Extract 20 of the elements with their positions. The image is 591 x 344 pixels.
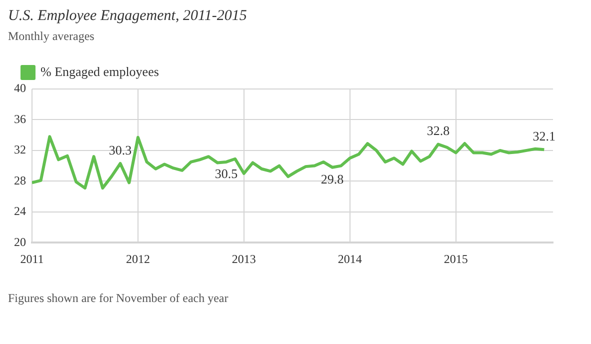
data-label: 30.5 bbox=[214, 166, 238, 181]
chart-title: U.S. Employee Engagement, 2011-2015 bbox=[8, 8, 248, 25]
x-tick-label: 2012 bbox=[126, 252, 150, 266]
data-label: 30.3 bbox=[108, 142, 132, 158]
legend-label: % Engaged employees bbox=[40, 64, 159, 79]
data-label: 29.8 bbox=[320, 171, 344, 186]
y-tick-label: 40 bbox=[14, 81, 26, 96]
y-tick-label: 28 bbox=[14, 173, 26, 188]
data-label: 32.1 bbox=[532, 128, 556, 144]
x-tick-label: 2011 bbox=[20, 252, 44, 266]
y-tick-label: 20 bbox=[14, 234, 26, 249]
y-tick-label: 36 bbox=[14, 112, 26, 126]
text: Figures shown are for November of each year bbox=[8, 291, 230, 306]
x-tick-label: 2015 bbox=[444, 252, 468, 266]
y-tick-label: 32 bbox=[14, 142, 26, 157]
x-tick-label: 2013 bbox=[232, 252, 256, 266]
y-tick-label: 24 bbox=[14, 204, 26, 218]
chart-subtitle: Monthly averages bbox=[8, 29, 96, 44]
data-label: 32.8 bbox=[426, 123, 450, 138]
x-tick-label: 2014 bbox=[338, 252, 362, 266]
